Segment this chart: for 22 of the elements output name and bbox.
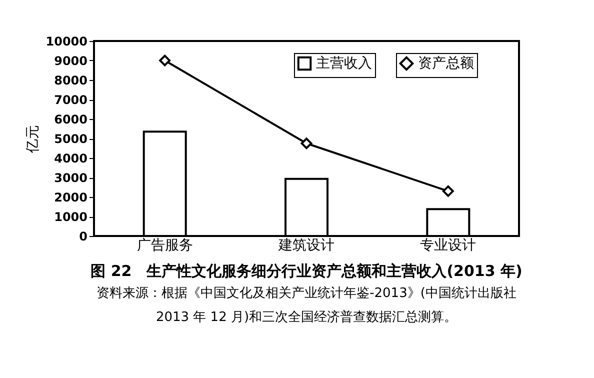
text: 图 22 生产性文化服务细分行业资产总额和主营收入(2013 年) bbox=[90, 262, 522, 280]
y-tick-label: 4000 bbox=[54, 152, 88, 166]
y-tick-label: 9000 bbox=[54, 54, 88, 68]
y-tick-label: 8000 bbox=[54, 74, 88, 88]
y-tick-label: 10000 bbox=[46, 34, 88, 48]
y-tick-label: 5000 bbox=[54, 132, 88, 146]
x-tick-label: 广告服务 bbox=[136, 238, 193, 254]
legend-label: 资产总额 bbox=[418, 56, 474, 72]
y-tick-label: 3000 bbox=[54, 171, 88, 185]
y-axis-title: 亿元 bbox=[24, 125, 41, 154]
y-tick-label: 6000 bbox=[54, 112, 88, 126]
y-tick-label: 2000 bbox=[54, 190, 88, 204]
x-tick-label: 建筑设计 bbox=[278, 238, 334, 254]
point bbox=[442, 185, 454, 197]
legend-label: 主营收入 bbox=[316, 56, 372, 72]
point bbox=[159, 54, 171, 66]
point bbox=[300, 138, 312, 150]
y-tick-label: 0 bbox=[79, 230, 88, 244]
y-tick-label: 7000 bbox=[54, 93, 88, 107]
x-tick-label: 专业设计 bbox=[420, 238, 476, 254]
y-tick-label: 1000 bbox=[54, 210, 88, 224]
text: 资料来源：根据《中国文化及相关产业统计年鉴-2013》(中国统计出版社 2013 年 12 月)和三次全国经济普查数据汇总测算。 bbox=[96, 286, 516, 325]
